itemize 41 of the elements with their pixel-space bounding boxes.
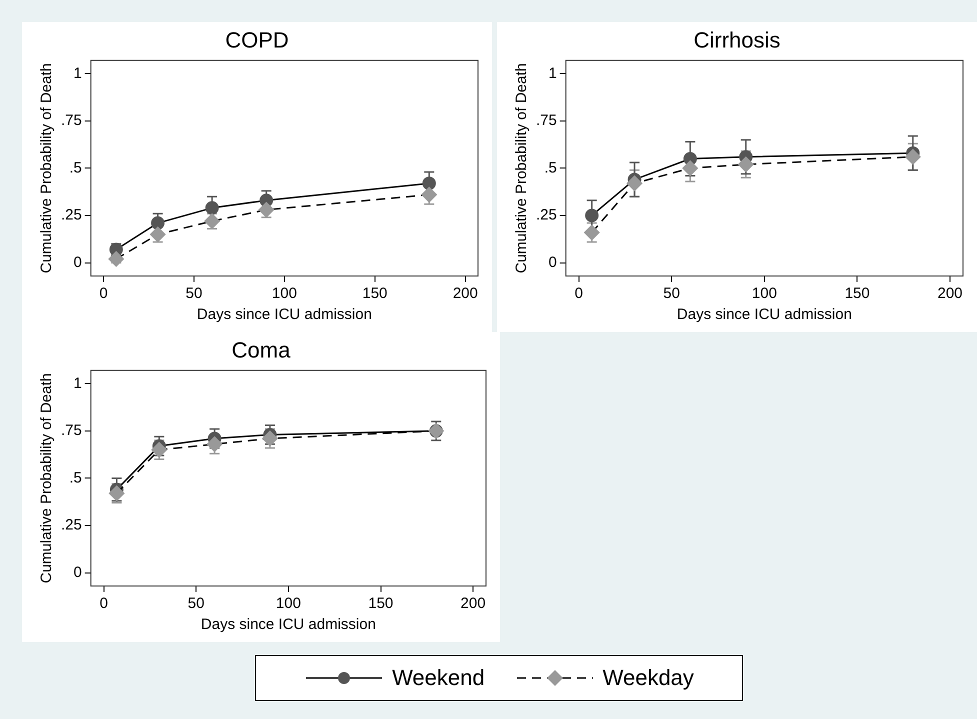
x-tick-label: 100 xyxy=(752,285,777,302)
chart-title: Cirrhosis xyxy=(694,27,780,52)
x-tick-label: 200 xyxy=(452,285,478,302)
x-tick-label: 50 xyxy=(663,285,680,302)
x-tick-label: 200 xyxy=(937,285,963,302)
x-tick-label: 150 xyxy=(844,285,870,302)
y-tick-label: 0 xyxy=(74,564,82,581)
x-tick-label: 0 xyxy=(100,595,108,612)
y-tick-label: .75 xyxy=(60,422,82,440)
x-axis-title: Days since ICU admission xyxy=(196,306,372,324)
y-axis-title: Cumulative Probability of Death xyxy=(513,63,530,274)
x-tick-label: 150 xyxy=(362,285,388,302)
y-tick-label: 0 xyxy=(74,254,82,271)
y-tick-label: .75 xyxy=(60,112,82,130)
y-tick-label: .75 xyxy=(536,112,557,130)
x-axis-title: Days since ICU admission xyxy=(676,306,852,324)
y-tick-label: 1 xyxy=(74,374,82,392)
y-tick-label: .25 xyxy=(60,206,82,224)
x-tick-label: 100 xyxy=(276,595,301,612)
y-tick-label: 1 xyxy=(74,64,82,82)
x-tick-label: 200 xyxy=(460,595,486,612)
chart-title: COPD xyxy=(225,27,289,52)
y-tick-label: .25 xyxy=(536,206,557,224)
y-axis-title: Cumulative Probability of Death xyxy=(38,373,56,584)
legend-label: Weekend xyxy=(392,665,485,691)
y-tick-label: .5 xyxy=(69,469,82,486)
x-tick-label: 50 xyxy=(186,285,202,302)
x-tick-label: 0 xyxy=(574,285,584,302)
x-axis-title: Days since ICU admission xyxy=(200,616,376,634)
y-tick-label: .25 xyxy=(60,516,82,534)
y-axis-title: Cumulative Probability of Death xyxy=(38,63,56,274)
y-tick-label: 1 xyxy=(548,64,557,82)
legend-label: Weekday xyxy=(602,665,694,691)
x-tick-label: 0 xyxy=(99,285,108,302)
y-tick-label: 0 xyxy=(548,254,557,271)
chart-title: Coma xyxy=(232,337,292,362)
x-tick-label: 100 xyxy=(272,285,297,302)
y-tick-label: .5 xyxy=(69,159,82,176)
x-tick-label: 150 xyxy=(368,595,394,612)
x-tick-label: 50 xyxy=(188,595,204,612)
y-tick-label: .5 xyxy=(544,159,557,176)
